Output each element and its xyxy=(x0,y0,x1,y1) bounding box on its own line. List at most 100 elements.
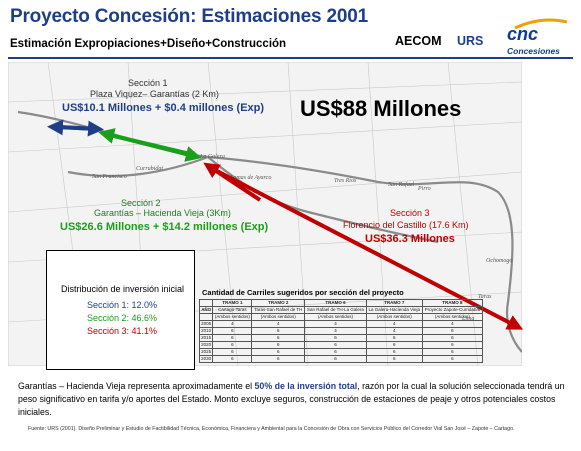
explanation-highlight: 50% de la inversión total xyxy=(254,381,358,391)
table-cell-lanes: 4 xyxy=(212,320,253,328)
table-cell-lanes: 6 xyxy=(251,348,306,356)
table-cell-lanes: 6 xyxy=(421,348,484,356)
table-cell-lanes: 6 xyxy=(365,341,423,349)
investment-row-section-1: Sección 1: 12.0% xyxy=(87,300,158,310)
table-cell-year: 2010 xyxy=(198,327,214,335)
lanes-table-header: TRAMO 2 xyxy=(251,299,306,307)
place-label-san-rafael: San Rafael xyxy=(388,181,414,188)
table-cell-lanes: 4 xyxy=(304,327,367,335)
lanes-table-note: (Ambos sentidos) xyxy=(212,313,253,321)
table-row: 2005 4 4 4 4 4 xyxy=(198,320,484,328)
table-cell-lanes: 6 xyxy=(365,334,423,342)
table-row: 2030 6 6 6 6 6 xyxy=(198,355,484,363)
page-subtitle: Estimación Expropiaciones+Diseño+Constru… xyxy=(10,38,287,50)
table-cell-lanes: 6 xyxy=(251,355,306,363)
urs-logo: URS xyxy=(457,34,484,48)
explanation-part-1: Garantías – Hacienda Vieja representa ap… xyxy=(18,381,253,391)
investment-title: Distribución de inversión inicial xyxy=(61,284,185,294)
table-cell-year: 2030 xyxy=(198,355,214,363)
table-cell-lanes: 6 xyxy=(365,348,423,356)
table-cell-year: 2020 xyxy=(198,341,214,349)
table-cell-lanes: 6 xyxy=(304,341,367,349)
investment-distribution-box: Distribución de inversión inicial Secció… xyxy=(46,250,195,370)
section-2-stretch: Garantías – Hacienda Vieja (3Km) xyxy=(94,208,231,218)
table-cell-lanes: 6 xyxy=(365,355,423,363)
table-cell-lanes: 4 xyxy=(365,327,423,335)
investment-row-section-2: Sección 2: 46.6% xyxy=(87,313,158,323)
table-cell-lanes: 6 xyxy=(421,334,484,342)
explanation-paragraph: Garantías – Hacienda Vieja representa ap… xyxy=(18,380,570,419)
section-1-heading: Sección 1 xyxy=(128,78,168,88)
lanes-table-note: (Ambos sentidos) xyxy=(304,313,367,321)
table-cell-year: 2025 xyxy=(198,348,214,356)
place-label-curridabat: Currubidat xyxy=(136,166,163,172)
table-cell-lanes: 6 xyxy=(212,341,253,349)
table-cell-lanes: 6 xyxy=(421,327,484,335)
lanes-table-header: TRAMO 1 xyxy=(212,299,253,307)
table-cell-lanes: 6 xyxy=(251,341,306,349)
place-label-la-galera: La Galera xyxy=(199,154,225,160)
table-cell-year: 2015 xyxy=(198,334,214,342)
lanes-table-subheader: Taras-San Rafael de TH xyxy=(251,306,306,314)
table-row: 2020 6 6 6 6 6 xyxy=(198,341,484,349)
section-1-cost: US$10.1 Millones + $0.4 millones (Exp) xyxy=(62,102,265,114)
lanes-table-subheader: Proyecto Zapote-Curridabat xyxy=(421,306,484,314)
aecom-logo: AECOM xyxy=(395,34,442,48)
lanes-table-note xyxy=(198,313,214,321)
table-cell-lanes: 4 xyxy=(251,320,306,328)
lanes-table-header xyxy=(198,299,214,307)
section-2-heading: Sección 2 xyxy=(121,198,161,208)
table-cell-lanes: 4 xyxy=(365,320,423,328)
cnc-concesiones-label: Concesiones xyxy=(507,46,560,56)
section-1-stretch: Plaza Viquez– Garantías (2 Km) xyxy=(90,89,219,99)
table-cell-lanes: 6 xyxy=(212,327,253,335)
table-cell-lanes: 6 xyxy=(212,334,253,342)
place-label-pirro: Pirro xyxy=(417,186,431,192)
lanes-table-note: (Ambos sentidos) xyxy=(421,313,484,321)
total-cost: US$88 Millones xyxy=(300,96,462,121)
table-row: 2025 6 6 6 6 6 xyxy=(198,348,484,356)
lanes-table-note: (Ambos sentidos) xyxy=(251,313,306,321)
place-label-san-francisco: San Francisco xyxy=(92,174,127,180)
table-row: 2010 6 6 4 4 6 xyxy=(198,327,484,335)
table-cell-lanes: 6 xyxy=(251,327,306,335)
explanation-part-2: , razón por la cual la solución seleccio… xyxy=(18,381,565,417)
table-cell-lanes: 6 xyxy=(421,341,484,349)
place-label-taras: Taras xyxy=(478,294,492,300)
table-cell-lanes: 6 xyxy=(212,355,253,363)
source-footnote: Fuente: URS (2001). Diseño Preliminar y … xyxy=(28,426,515,432)
cnc-logo: cnc xyxy=(507,24,539,44)
section-1-arrow-end xyxy=(59,120,104,137)
section-2-arrow-end xyxy=(109,133,202,162)
lanes-table-subheader: San Rafael de TH-La Galera xyxy=(304,306,367,314)
place-label-lomas-de-ayarco: Lomas de Ayarco xyxy=(229,175,271,181)
lanes-table-header: TRAMO 6 xyxy=(304,299,367,307)
table-cell-lanes: 4 xyxy=(304,320,367,328)
table-cell-lanes: 6 xyxy=(251,334,306,342)
cnc-swoosh-icon xyxy=(514,18,568,30)
section-3-cost: US$36.3 Millones xyxy=(365,233,455,245)
table-cell-lanes: 6 xyxy=(304,355,367,363)
lanes-table-note-row: (Ambos sentidos) (Ambos sentidos) (Ambos… xyxy=(198,313,484,321)
table-cell-year: 2005 xyxy=(198,320,214,328)
lanes-table-title: Cantidad de Carriles sugeridos por secci… xyxy=(202,288,404,297)
lanes-table-subheader: AÑO xyxy=(198,306,214,314)
lanes-table-header: TRAMO 8 xyxy=(421,299,484,307)
table-cell-lanes: 6 xyxy=(304,334,367,342)
place-label-tres-rios: Tres Ríos xyxy=(334,178,357,184)
lanes-table-header: TRAMO 7 xyxy=(365,299,423,307)
page-title: Proyecto Concesión: Estimaciones 2001 xyxy=(10,6,368,27)
lanes-table-note: (Ambos sentidos) xyxy=(365,313,423,321)
table-cell-lanes: 6 xyxy=(212,348,253,356)
logo-bar: AECOM URS cnc Concesiones xyxy=(395,18,575,56)
section-3-stretch: Florencio del Castillo (17.6 Km) xyxy=(343,220,469,230)
table-cell-lanes: 6 xyxy=(304,348,367,356)
lanes-table-subheader: La Galera-Hacienda Vieja xyxy=(365,306,423,314)
lanes-table-header-row: TRAMO 1 TRAMO 2 TRAMO 6 TRAMO 7 TRAMO 8 xyxy=(198,299,484,307)
lanes-table-subheader: Cartago-Taras xyxy=(212,306,253,314)
lanes-table-subheader-row: AÑO Cartago-Taras Taras-San Rafael de TH… xyxy=(198,306,484,314)
section-2-cost: US$26.6 Millones + $14.2 millones (Exp) xyxy=(60,221,269,233)
table-cell-lanes: 6 xyxy=(421,355,484,363)
table-row: 2015 6 6 6 6 6 xyxy=(198,334,484,342)
investment-row-section-3: Sección 3: 41.1% xyxy=(87,326,158,336)
